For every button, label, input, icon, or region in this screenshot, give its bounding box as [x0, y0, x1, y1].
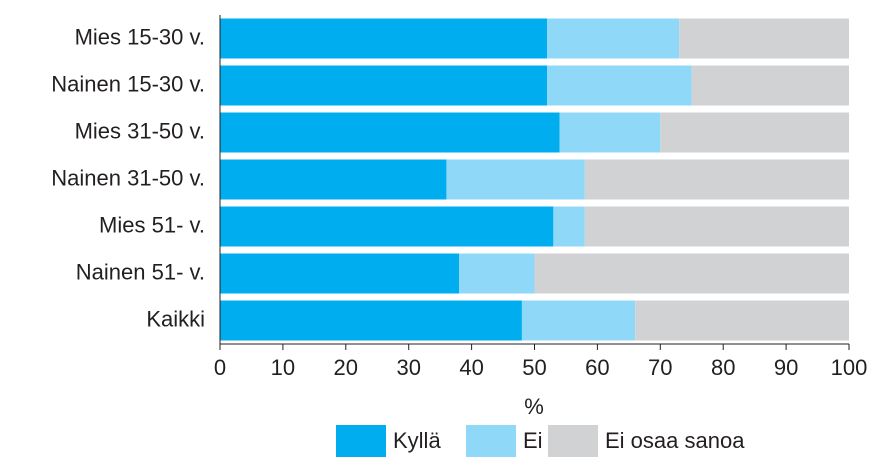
legend-label: Ei osaa sanoa — [605, 428, 745, 453]
bar-segment — [547, 65, 692, 106]
bar-segment — [220, 18, 548, 59]
bar-segment — [584, 159, 849, 200]
bar-segment — [446, 159, 585, 200]
y-tick-label: Mies 15-30 v. — [75, 24, 205, 49]
bar-segment — [220, 112, 560, 153]
bar-segment — [679, 18, 849, 59]
x-tick-label: 90 — [774, 355, 798, 380]
bar-segment — [559, 112, 661, 153]
y-tick-label: Nainen 51- v. — [76, 259, 205, 284]
bar-segment — [459, 253, 535, 294]
x-tick-label: 50 — [522, 355, 546, 380]
x-tick-label: 100 — [831, 355, 868, 380]
x-tick-label: 80 — [711, 355, 735, 380]
bar-segment — [521, 300, 636, 341]
bar-segment — [220, 159, 447, 200]
x-axis-label: % — [524, 394, 544, 419]
bar-segment — [691, 65, 849, 106]
bar-segment — [220, 206, 554, 247]
x-tick-label: 10 — [271, 355, 295, 380]
bar-segment — [534, 253, 849, 294]
bar-segment — [553, 206, 585, 247]
legend-swatch — [548, 425, 598, 457]
bar-segment — [220, 253, 460, 294]
bar-segment — [220, 65, 548, 106]
bar-segment — [635, 300, 849, 341]
y-tick-label: Nainen 31-50 v. — [51, 165, 205, 190]
legend-swatch — [466, 425, 516, 457]
bar-segment — [220, 300, 522, 341]
bar-segment — [660, 112, 849, 153]
y-tick-label: Mies 31-50 v. — [75, 118, 205, 143]
legend-label: Ei — [523, 428, 543, 453]
x-tick-label: 0 — [214, 355, 226, 380]
x-tick-label: 40 — [459, 355, 483, 380]
y-tick-label: Kaikki — [146, 306, 205, 331]
x-tick-label: 60 — [585, 355, 609, 380]
legend-swatch — [336, 425, 386, 457]
x-tick-label: 70 — [648, 355, 672, 380]
x-tick-label: 20 — [334, 355, 358, 380]
y-tick-label: Mies 51- v. — [99, 212, 205, 237]
x-tick-label: 30 — [396, 355, 420, 380]
bar-segment — [584, 206, 849, 247]
bar-segment — [547, 18, 680, 59]
legend-label: Kyllä — [393, 428, 441, 453]
y-tick-label: Nainen 15-30 v. — [51, 71, 205, 96]
